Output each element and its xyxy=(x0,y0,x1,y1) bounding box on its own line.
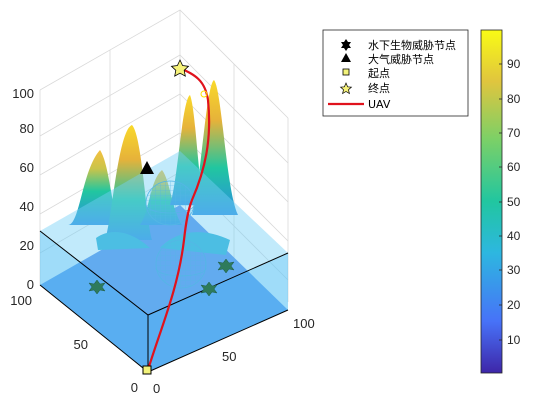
z-tick-20: 20 xyxy=(20,238,34,253)
z-axis-ticks: 0 20 40 60 80 100 xyxy=(12,86,34,292)
legend: 水下生物威胁节点 大气威胁节点 起点 终点 UAV xyxy=(322,29,469,117)
colorbar-tick-20: 20 xyxy=(507,298,521,312)
y-axis-ticks: 100 50 0 xyxy=(10,293,138,395)
colorbar-tick-50: 50 xyxy=(507,195,521,209)
legend-icon-start xyxy=(342,68,350,76)
colorbar-tick-40: 40 xyxy=(507,229,521,243)
start-marker xyxy=(142,365,152,375)
legend-icon-air xyxy=(341,53,351,62)
z-tick-80: 80 xyxy=(20,121,34,136)
air-threat-marker xyxy=(140,161,154,174)
z-tick-60: 60 xyxy=(20,160,34,175)
x-tick-50: 50 xyxy=(222,349,236,364)
legend-label-underwater: 水下生物威胁节点 xyxy=(368,38,456,52)
colorbar-tick-30: 30 xyxy=(507,263,521,277)
legend-icon-end xyxy=(339,82,353,95)
end-marker xyxy=(170,59,190,77)
y-tick-100: 100 xyxy=(10,293,32,308)
colorbar-tick-60: 60 xyxy=(507,160,521,174)
colorbar-tick-70: 70 xyxy=(507,126,521,140)
colorbar: 10 20 30 40 50 60 70 80 90 xyxy=(480,29,521,374)
z-tick-0: 0 xyxy=(27,277,34,292)
z-tick-40: 40 xyxy=(20,199,34,214)
legend-label-uav: UAV xyxy=(368,98,391,111)
z-tick-100: 100 xyxy=(12,86,34,101)
legend-label-start: 起点 xyxy=(368,67,390,80)
underwater-threat-markers xyxy=(88,258,235,297)
colorbar-tick-90: 90 xyxy=(507,57,521,71)
legend-icon-underwater xyxy=(341,39,351,51)
colorbar-tick-10: 10 xyxy=(507,333,521,347)
colorbar-gradient xyxy=(480,29,503,374)
water-volume xyxy=(39,151,289,373)
y-tick-50: 50 xyxy=(74,337,88,352)
waypoint-marker xyxy=(200,90,208,98)
y-tick-0: 0 xyxy=(131,380,138,395)
x-tick-100: 100 xyxy=(293,316,315,331)
x-axis-ticks: 0 50 100 xyxy=(153,316,315,396)
legend-label-air: 大气威胁节点 xyxy=(368,52,434,66)
colorbar-tick-80: 80 xyxy=(507,92,521,106)
x-tick-0: 0 xyxy=(153,381,160,396)
legend-label-end: 终点 xyxy=(368,81,390,95)
